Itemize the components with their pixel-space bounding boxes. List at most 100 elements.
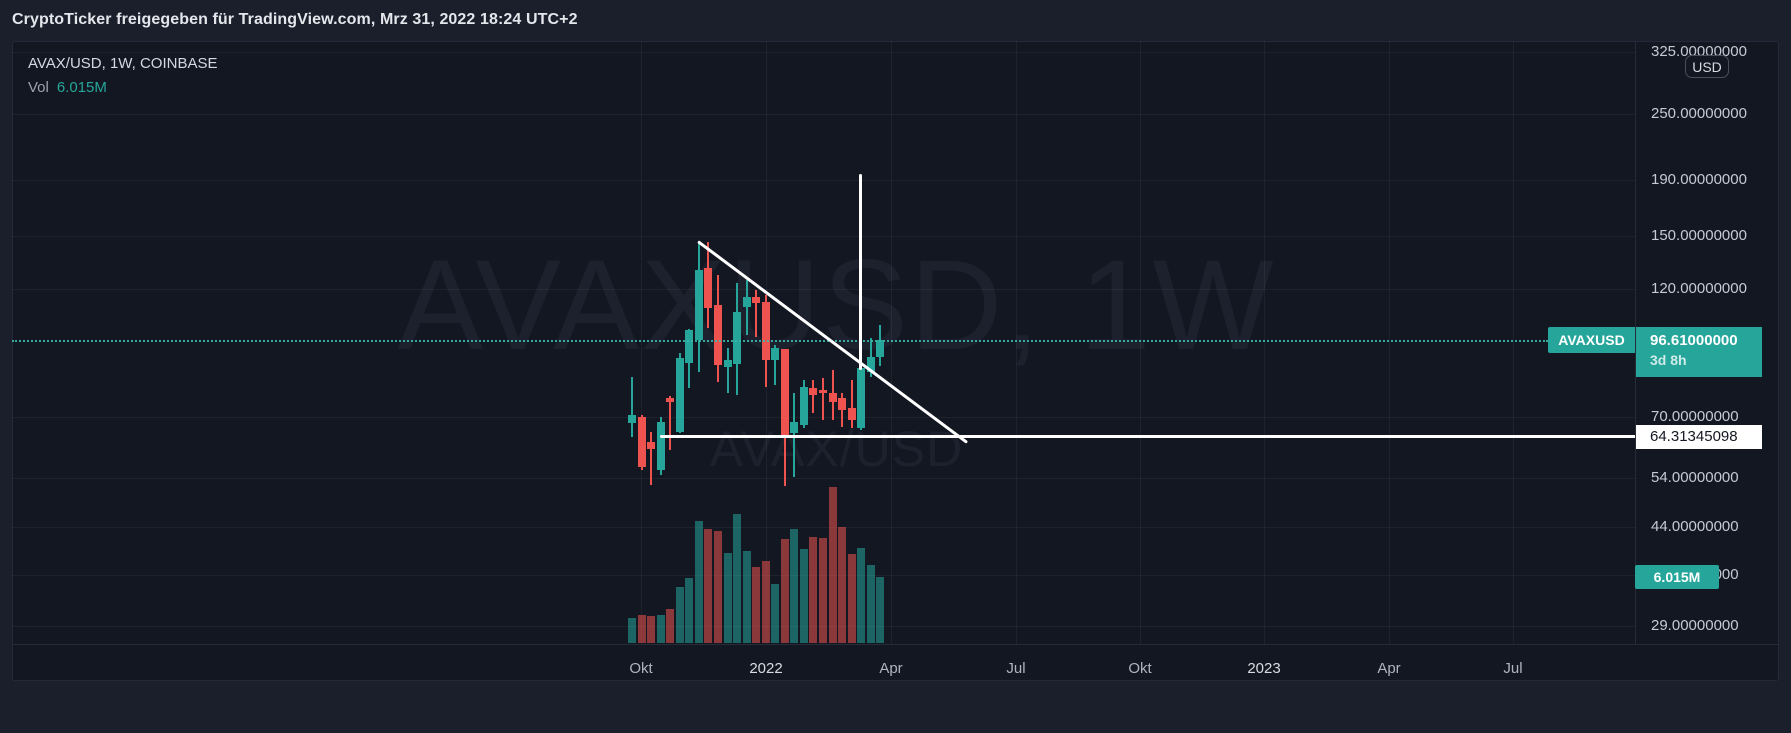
volume-bar	[704, 528, 713, 643]
candle-wick	[850, 379, 853, 428]
volume-bar	[809, 537, 818, 643]
price-tick-label: 29.00000000	[1651, 617, 1739, 634]
candle-body	[733, 311, 742, 364]
candle-body	[656, 421, 665, 470]
time-tick-label[interactable]: 2022	[749, 660, 783, 677]
candle-wick	[822, 377, 824, 420]
title-bar: CryptoTicker freigegeben für TradingView…	[0, 0, 1791, 41]
bar-countdown: 3d 8h	[1650, 352, 1687, 368]
candle-body	[742, 296, 751, 307]
price-gridline	[12, 289, 1635, 290]
candle-body	[771, 348, 780, 361]
price-gridline	[12, 236, 1635, 237]
time-gridline	[1016, 41, 1017, 644]
vertical-line-drawing	[858, 174, 862, 370]
candle-body	[780, 349, 789, 436]
price-tick-label: 120.00000000	[1651, 280, 1747, 297]
candle-wick	[650, 432, 653, 485]
volume-bar	[799, 549, 808, 643]
volume-value: 6.015M	[56, 79, 107, 96]
time-tick-label[interactable]: Apr	[1377, 660, 1401, 677]
time-tick-label[interactable]: Apr	[879, 660, 903, 677]
time-tick-label[interactable]: Okt	[1128, 660, 1152, 677]
candle-body	[752, 296, 761, 303]
time-gridline	[1140, 41, 1141, 644]
candle-wick	[841, 392, 844, 427]
legend-symbol[interactable]: AVAX/USD, 1W, COINBASE	[28, 55, 218, 72]
volume-badge[interactable]: 6.015M	[1635, 565, 1719, 589]
volume-bar	[656, 614, 665, 643]
candle-body	[704, 267, 713, 308]
candle-body	[723, 360, 732, 367]
price-tick-label: 250.00000000	[1651, 105, 1747, 122]
volume-bar	[790, 528, 799, 643]
price-axis-separator	[1635, 41, 1636, 644]
time-tick-label[interactable]: 2023	[1247, 660, 1281, 677]
candle-body	[637, 416, 646, 467]
time-axis-separator	[12, 644, 1779, 645]
candle-wick	[726, 348, 729, 393]
price-tick-label: 54.00000000	[1651, 469, 1739, 486]
price-gridline	[12, 114, 1635, 115]
volume-bar	[838, 527, 847, 643]
last-price-badge[interactable]: 96.61000000 3d 8h	[1636, 327, 1762, 377]
price-tick-label: 150.00000000	[1651, 227, 1747, 244]
volume-label: Vol	[28, 79, 49, 96]
volume-bar	[628, 617, 636, 643]
candle-body	[838, 397, 847, 410]
price-tick-label: 190.00000000	[1651, 171, 1747, 188]
volume-bar	[675, 587, 684, 643]
candle-wick	[745, 280, 748, 335]
candle-body	[799, 386, 808, 425]
currency-unit-button[interactable]: USD	[1685, 55, 1729, 78]
volume-bar	[828, 487, 837, 643]
horizontal-line-drawing	[660, 435, 1640, 438]
candle-wick	[812, 379, 815, 413]
footer-bar: TradingView	[0, 681, 1791, 733]
legend-volume-row: Vol 6.015M	[28, 79, 218, 96]
price-gridline	[12, 52, 1635, 53]
window-title: CryptoTicker freigegeben für TradingView…	[12, 11, 578, 28]
time-gridline	[641, 41, 642, 644]
time-tick-label[interactable]: Jul	[1503, 660, 1523, 677]
volume-bar	[742, 551, 751, 643]
candle-wick	[793, 392, 796, 477]
volume-bar	[685, 577, 694, 643]
volume-bar	[876, 577, 885, 643]
candle-body	[857, 368, 866, 428]
candle-body	[876, 340, 885, 357]
time-tick-label[interactable]: Jul	[1006, 660, 1026, 677]
candle-wick	[755, 289, 758, 337]
candle-body	[866, 356, 875, 372]
drawing-level-badge[interactable]: 64.31345098	[1636, 425, 1762, 449]
volume-bar	[866, 564, 875, 643]
volume-bar	[752, 566, 761, 643]
price-gridline	[12, 478, 1635, 479]
price-tick-label: 70.00000000	[1651, 408, 1739, 425]
candle-body	[685, 329, 694, 363]
price-gridline	[12, 180, 1635, 181]
volume-bar	[713, 530, 722, 643]
volume-bar	[857, 548, 866, 643]
candle-body	[694, 269, 703, 340]
time-gridline	[1389, 41, 1390, 644]
volume-bar	[733, 514, 742, 643]
volume-bar	[666, 609, 675, 643]
volume-bar	[761, 561, 770, 643]
candle-body	[828, 392, 837, 402]
candle-body	[790, 421, 799, 434]
volume-bar	[847, 553, 856, 643]
volume-bar	[780, 539, 789, 643]
time-gridline	[891, 41, 892, 644]
chart-legend[interactable]: AVAX/USD, 1W, COINBASE Vol 6.015M	[28, 55, 218, 96]
candle-wick	[774, 345, 777, 385]
candle-body	[713, 305, 722, 366]
time-gridline	[1513, 41, 1514, 644]
price-tick-label: 44.00000000	[1651, 518, 1739, 535]
symbol-price-tag[interactable]: AVAXUSD	[1548, 327, 1635, 353]
volume-bar	[694, 520, 703, 643]
candle-wick	[669, 395, 672, 451]
time-tick-label[interactable]: Okt	[629, 660, 653, 677]
